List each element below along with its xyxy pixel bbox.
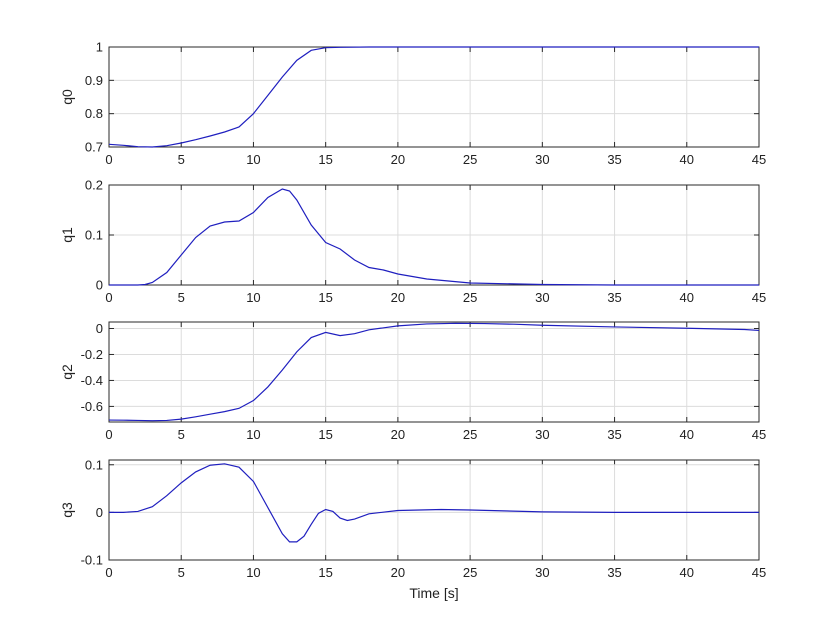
- x-tick-label: 10: [246, 152, 260, 167]
- x-tick-label: 5: [178, 152, 185, 167]
- x-axis-label: Time [s]: [409, 585, 458, 601]
- y-tick-label: 0: [96, 321, 103, 336]
- x-tick-label: 0: [105, 290, 112, 305]
- x-tick-label: 15: [318, 565, 332, 580]
- x-tick-label: 45: [752, 427, 766, 442]
- subplot-q1: 0 5 10 15 20 25 30 35 40 45 0 0.1 0.2 q1: [59, 178, 766, 306]
- series-line-q3: [109, 463, 759, 543]
- subplot-q2: 0 5 10 15 20 25 30 35 40 45 0 -0.2 -0.4 -0.6 q2: [59, 321, 766, 442]
- y-tick-label: 0: [96, 505, 103, 520]
- x-tick-label: 35: [607, 152, 621, 167]
- x-tick-label: 25: [463, 290, 477, 305]
- x-tick-label: 45: [752, 565, 766, 580]
- y-tick-label: 0.1: [85, 457, 103, 472]
- x-tick-label: 30: [535, 427, 549, 442]
- y-tick-label: -0.2: [81, 347, 103, 362]
- x-tick-label: 20: [391, 565, 405, 580]
- axes-frame: [108, 321, 760, 423]
- y-axis-label: q1: [59, 227, 75, 243]
- x-tick-label: 10: [246, 565, 260, 580]
- x-tick-label: 25: [463, 427, 477, 442]
- x-tick-label: 15: [318, 152, 332, 167]
- y-tick-label: 0: [96, 278, 103, 293]
- x-tick-label: 10: [246, 290, 260, 305]
- x-tick-label: 30: [535, 290, 549, 305]
- plot-area: [109, 47, 759, 147]
- subplot-q0: 0 5 10 15 20 25 30 35 40 45 0.7 0.8 0.9 1 q0: [59, 40, 766, 168]
- x-tick-label: 0: [105, 565, 112, 580]
- x-tick-label: 40: [680, 152, 694, 167]
- series-line-q2: [108, 322, 760, 422]
- x-tick-label: 20: [391, 290, 405, 305]
- x-tick-label: 5: [178, 565, 185, 580]
- y-tick-label: 0.2: [85, 178, 103, 193]
- x-tick-label: 0: [105, 152, 112, 167]
- x-tick-label: 20: [391, 152, 405, 167]
- x-tick-label: 15: [318, 427, 332, 442]
- x-tick-label: 10: [246, 427, 260, 442]
- x-tick-label: 5: [178, 290, 185, 305]
- y-tick-label: 0.8: [85, 106, 103, 121]
- y-axis-label: q2: [59, 364, 75, 380]
- y-tick-label: -0.6: [81, 399, 103, 414]
- y-tick-label: -0.1: [81, 553, 103, 568]
- series-line-q0: [108, 46, 759, 148]
- series-line-q1: [109, 188, 759, 286]
- y-tick-label: 0.9: [85, 73, 103, 88]
- x-tick-label: 45: [752, 290, 766, 305]
- plot-area: [109, 322, 759, 422]
- y-axis-label: q0: [59, 89, 75, 105]
- x-tick-label: 35: [607, 427, 621, 442]
- y-tick-label: 1: [96, 40, 103, 55]
- x-tick-label: 45: [752, 152, 766, 167]
- x-tick-label: 30: [535, 152, 549, 167]
- x-tick-label: 25: [463, 152, 477, 167]
- x-tick-label: 0: [105, 427, 112, 442]
- axes-frame: [108, 459, 760, 561]
- y-axis-label: q3: [59, 502, 75, 518]
- y-tick-label: 0.1: [85, 228, 103, 243]
- axes-frame: [108, 184, 760, 286]
- x-tick-label: 20: [391, 427, 405, 442]
- x-tick-label: 35: [607, 290, 621, 305]
- x-tick-label: 35: [607, 565, 621, 580]
- y-tick-label: 0.7: [85, 140, 103, 155]
- x-tick-label: 40: [680, 565, 694, 580]
- x-tick-label: 15: [318, 290, 332, 305]
- x-tick-label: 5: [178, 427, 185, 442]
- y-tick-label: -0.4: [81, 373, 103, 388]
- x-tick-label: 25: [463, 565, 477, 580]
- x-tick-label: 40: [680, 427, 694, 442]
- x-tick-label: 40: [680, 290, 694, 305]
- x-tick-label: 30: [535, 565, 549, 580]
